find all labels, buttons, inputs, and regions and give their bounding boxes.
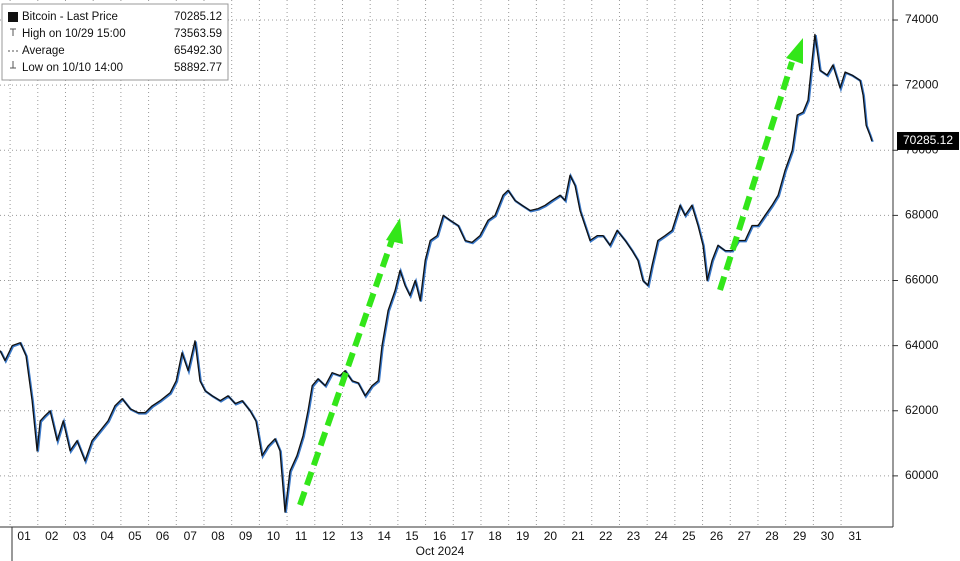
- x-tick-label: 21: [571, 529, 585, 543]
- price-line: [0, 33, 873, 513]
- arrow-head: [386, 218, 403, 244]
- legend-label: Average: [22, 45, 65, 57]
- x-tick-label: 11: [295, 529, 308, 543]
- x-tick-label: 05: [128, 529, 142, 543]
- legend: Bitcoin - Last Price 70285.12 High on 10…: [1, 3, 229, 81]
- x-tick-label: 09: [239, 529, 253, 543]
- x-tick-label: 07: [184, 529, 198, 543]
- legend-swatch: [8, 12, 18, 22]
- x-tick-label: 22: [599, 529, 613, 543]
- y-tick-label: 74000: [905, 12, 939, 26]
- x-tick-label: 12: [322, 529, 336, 543]
- legend-icon: [10, 28, 16, 36]
- y-tick-label: 62000: [905, 403, 939, 417]
- arrow-line: [717, 61, 795, 291]
- y-tick-label: 66000: [905, 273, 939, 287]
- last-price-tag: [897, 131, 959, 150]
- y-tick-label: 72000: [905, 77, 939, 91]
- legend-value: 58892.77: [174, 62, 222, 74]
- x-tick-label: 13: [350, 529, 364, 543]
- y-tick-label: 64000: [905, 338, 939, 352]
- last-price-label: 70285.12: [903, 133, 953, 147]
- plot: [0, 33, 874, 513]
- x-tick-label: 06: [156, 529, 170, 543]
- x-tick-label: 26: [710, 529, 724, 543]
- y-tick-label: 60000: [905, 468, 939, 482]
- x-tick-label: 31: [848, 529, 862, 543]
- legend-icon: [10, 61, 16, 69]
- x-tick-label: 01: [17, 529, 31, 543]
- x-tick-label: 10: [267, 529, 281, 543]
- x-tick-label: 29: [793, 529, 807, 543]
- x-axis-title: Oct 2024: [416, 544, 465, 558]
- x-tick-label: 30: [821, 529, 835, 543]
- arrow-head: [786, 38, 803, 64]
- arrow-line: [297, 239, 395, 506]
- x-tick-label: 20: [544, 529, 558, 543]
- x-tick-label: 24: [654, 529, 668, 543]
- x-tick-label: 04: [101, 529, 115, 543]
- axes: 6000062000640006600068000700007200074000…: [17, 12, 959, 543]
- legend-label: Bitcoin - Last Price: [22, 11, 118, 23]
- x-tick-label: 02: [45, 529, 59, 543]
- x-tick-label: 19: [516, 529, 530, 543]
- x-tick-label: 25: [682, 529, 696, 543]
- trend-arrows: [297, 61, 795, 506]
- x-tick-label: 27: [738, 529, 752, 543]
- x-tick-label: 23: [627, 529, 641, 543]
- legend-value: 65492.30: [174, 45, 222, 57]
- legend-value: 73563.59: [174, 28, 222, 40]
- legend-label: Low on 10/10 14:00: [22, 62, 123, 74]
- x-tick-label: 15: [405, 529, 419, 543]
- x-tick-label: 08: [211, 529, 225, 543]
- x-tick-label: 17: [461, 529, 475, 543]
- x-tick-label: 28: [765, 529, 779, 543]
- x-tick-label: 16: [433, 529, 447, 543]
- x-tick-label: 14: [377, 529, 391, 543]
- x-tick-label: 03: [73, 529, 87, 543]
- legend-box: [1, 3, 229, 81]
- legend-value: 70285.12: [174, 11, 222, 23]
- x-tick-label: 18: [488, 529, 502, 543]
- y-tick-label: 68000: [905, 208, 939, 222]
- legend-label: High on 10/29 15:00: [22, 28, 126, 40]
